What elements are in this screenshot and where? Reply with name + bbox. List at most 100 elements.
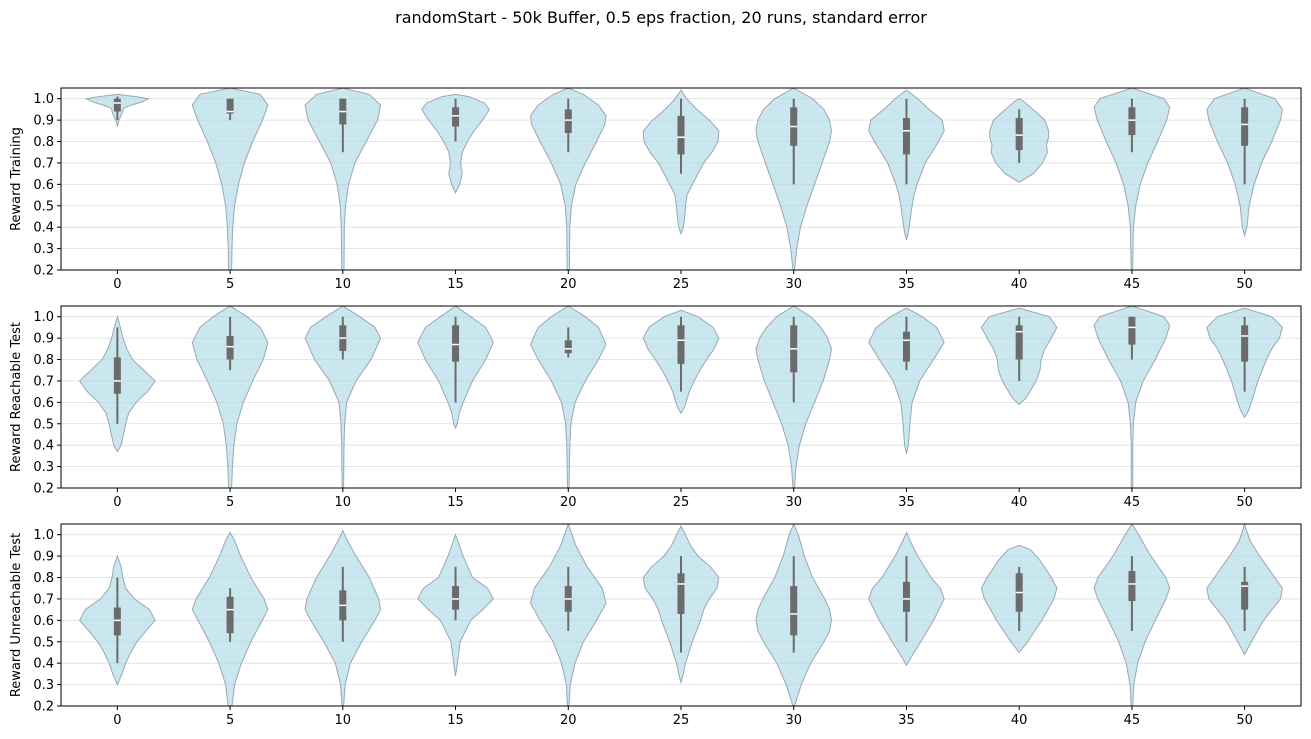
y-tick-label: 0.5	[33, 635, 54, 650]
violin-5	[191, 306, 269, 488]
y-tick-label: 0.5	[33, 199, 54, 214]
box-45	[1128, 107, 1136, 136]
panels-container: 0.2 0.3 0.4 0.5 0.6 0.7 0.8 0.9 1.0 0 5 10 15 20 25 30 3…	[9, 87, 1302, 728]
x-tick-label: 15	[447, 495, 464, 510]
box-5	[226, 98, 234, 114]
box-50	[1241, 325, 1249, 362]
x-tick-label: 50	[1236, 713, 1253, 728]
box-30	[790, 586, 798, 636]
violins-group	[78, 306, 1283, 488]
x-tick-label: 0	[113, 277, 121, 292]
box-15	[452, 325, 460, 362]
y-tick-label: 0.9	[33, 550, 54, 565]
box-0	[113, 98, 121, 112]
y-tick-label: 0.3	[33, 242, 54, 257]
violins-group	[84, 88, 1283, 270]
x-tick-label: 30	[785, 713, 802, 728]
y-tick-label: 0.7	[33, 592, 54, 607]
x-tick-label: 10	[335, 277, 352, 292]
y-tick-label: 1.0	[33, 92, 54, 107]
x-tick-label: 40	[1011, 713, 1028, 728]
y-tick-label: 0.6	[33, 178, 54, 193]
y-tick-label: 0.5	[33, 417, 54, 432]
x-tick-label: 25	[673, 713, 690, 728]
box-50	[1241, 581, 1249, 610]
box-20	[564, 109, 572, 133]
y-tick-label: 0.4	[33, 221, 54, 236]
box-45	[1128, 571, 1136, 602]
box-50	[1241, 107, 1249, 146]
box-5	[226, 335, 234, 360]
y-tick-label: 1.0	[33, 310, 54, 325]
x-tick-label: 20	[560, 495, 577, 510]
y-tick-label: 0.9	[33, 114, 54, 129]
box-15	[452, 107, 460, 127]
violin-10	[304, 88, 382, 270]
y-tick-label: 0.4	[33, 657, 54, 672]
y-tick-label: 0.8	[33, 571, 54, 586]
box-15	[452, 586, 460, 610]
x-tick-label: 30	[785, 277, 802, 292]
y-tick-label: 0.2	[33, 264, 54, 279]
y-tick-label: 1.0	[33, 528, 54, 543]
x-tick-label: 5	[226, 713, 234, 728]
y-tick-label: 0.8	[33, 353, 54, 368]
x-tick-label: 5	[226, 495, 234, 510]
box-0	[113, 607, 121, 636]
x-tick-label: 50	[1236, 277, 1253, 292]
box-25	[677, 325, 685, 364]
chart-panel-1: 0.2 0.3 0.4 0.5 0.6 0.7 0.8 0.9 1.0 0 5 10 15 20 25 30 3…	[9, 305, 1302, 510]
x-tick-label: 35	[898, 277, 915, 292]
violin-20	[529, 306, 607, 488]
y-tick-label: 0.6	[33, 396, 54, 411]
box-0	[113, 357, 121, 394]
y-tick-label: 0.7	[33, 156, 54, 171]
violin-20	[529, 88, 607, 270]
y-tick-label: 0.3	[33, 460, 54, 475]
x-tick-label: 35	[898, 713, 915, 728]
box-5	[226, 596, 234, 634]
x-tick-label: 25	[673, 277, 690, 292]
y-axis-label: Reward Unreachable Test	[9, 533, 24, 697]
box-20	[564, 340, 572, 354]
x-tick-label: 40	[1011, 495, 1028, 510]
box-35	[902, 581, 910, 612]
x-tick-label: 20	[560, 713, 577, 728]
y-axis-label: Reward Reachable Test	[9, 322, 24, 472]
x-tick-label: 10	[335, 495, 352, 510]
x-tick-label: 35	[898, 495, 915, 510]
x-tick-label: 15	[447, 277, 464, 292]
y-tick-label: 0.3	[33, 678, 54, 693]
violins-group	[78, 524, 1283, 706]
x-tick-label: 45	[1124, 277, 1141, 292]
x-tick-label: 10	[335, 713, 352, 728]
figure-title: randomStart - 50k Buffer, 0.5 eps fracti…	[395, 8, 927, 27]
x-tick-label: 45	[1124, 495, 1141, 510]
violin-15	[421, 93, 491, 195]
x-tick-label: 0	[113, 713, 121, 728]
box-45	[1128, 316, 1136, 345]
violin-45	[1093, 306, 1171, 488]
x-tick-label: 30	[785, 495, 802, 510]
x-tick-label: 20	[560, 277, 577, 292]
x-tick-label: 50	[1236, 495, 1253, 510]
box-40	[1015, 117, 1023, 151]
violin-45	[1093, 88, 1171, 270]
x-tick-label: 40	[1011, 277, 1028, 292]
y-tick-label: 0.2	[33, 700, 54, 715]
y-tick-label: 0.9	[33, 332, 54, 347]
box-35	[902, 117, 910, 155]
y-tick-label: 0.4	[33, 439, 54, 454]
violin-35	[868, 307, 945, 454]
box-25	[677, 115, 685, 155]
y-tick-label: 0.7	[33, 374, 54, 389]
x-tick-label: 0	[113, 495, 121, 510]
x-tick-label: 15	[447, 713, 464, 728]
chart-panel-2: 0.2 0.3 0.4 0.5 0.6 0.7 0.8 0.9 1.0 0 5 10 15 20 25 30 3…	[9, 523, 1302, 728]
chart-panel-0: 0.2 0.3 0.4 0.5 0.6 0.7 0.8 0.9 1.0 0 5 10 15 20 25 30 3…	[9, 87, 1302, 292]
y-tick-label: 0.2	[33, 482, 54, 497]
box-40	[1015, 325, 1023, 360]
x-tick-label: 45	[1124, 713, 1141, 728]
box-25	[677, 573, 685, 614]
